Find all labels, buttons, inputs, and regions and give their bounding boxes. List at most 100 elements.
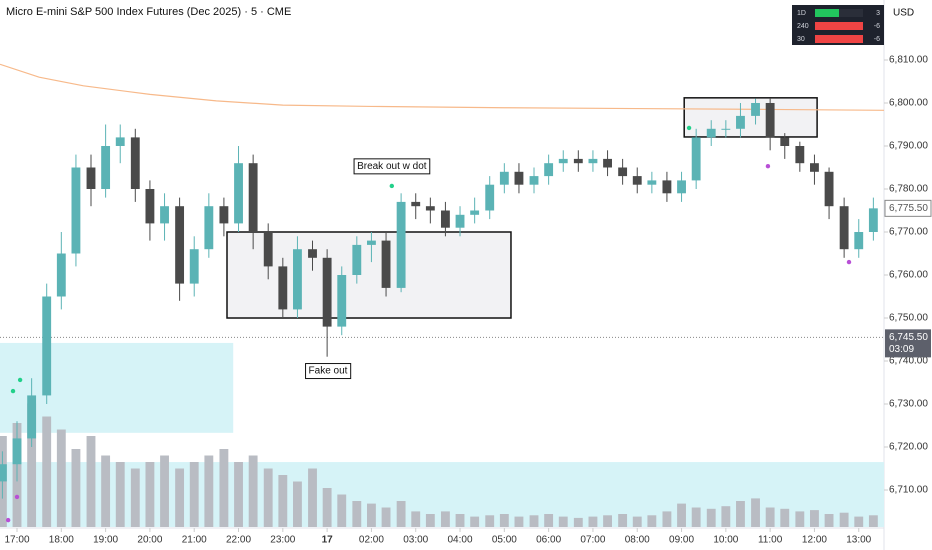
x-tick-label: 21:00: [182, 535, 207, 546]
candle-body: [219, 206, 229, 224]
candle-body: [145, 188, 155, 224]
candle-body: [780, 137, 790, 146]
x-tick-label: 22:00: [226, 535, 251, 546]
annotation-frame: [305, 363, 352, 380]
volume-bar: [795, 511, 805, 527]
volume-bar: [366, 503, 376, 527]
widget-value: -6: [874, 23, 880, 30]
candle-body: [115, 137, 125, 146]
candle-body: [751, 102, 760, 116]
candle-body: [544, 163, 554, 177]
signal-dot: [5, 517, 11, 523]
volume-bar: [248, 455, 258, 527]
candle-body: [263, 232, 273, 267]
x-tick-label: 19:00: [93, 535, 118, 546]
candle-body: [175, 206, 185, 284]
x-tick-label: 09:00: [669, 535, 694, 546]
volume-bar: [647, 515, 657, 527]
volume-bar: [677, 503, 686, 527]
y-tick-label: 6,810.00: [889, 55, 928, 66]
volume-bar: [751, 498, 760, 527]
currency: USD: [893, 8, 914, 19]
volume-bar: [219, 449, 229, 527]
candle-body: [691, 137, 701, 181]
widget-bar: [815, 35, 863, 43]
candle-body: [293, 249, 302, 310]
volume-bar: [263, 468, 273, 527]
candle-body: [12, 438, 22, 465]
candle-body: [189, 249, 199, 284]
volume-bar: [588, 516, 598, 527]
x-tick-label: 04:00: [448, 535, 473, 546]
candle-body: [130, 137, 140, 189]
candle-body: [588, 158, 598, 164]
candle-body: [337, 275, 347, 327]
y-tick-label: 6,740.00: [889, 356, 928, 367]
volume-bar: [130, 468, 140, 527]
price-tag-label: 6,775.50: [889, 203, 928, 214]
x-tick-label: 11:00: [758, 535, 783, 546]
y-tick-label: 6,730.00: [889, 399, 928, 410]
annotation-box: [683, 97, 818, 138]
x-tick-label: 06:00: [536, 535, 561, 546]
candle-body: [56, 253, 66, 297]
signal-dot: [14, 494, 20, 500]
candle-body: [470, 210, 480, 215]
widget-label: 30: [797, 36, 805, 43]
x-tick-label: 12:00: [802, 535, 827, 546]
volume-bar: [381, 507, 391, 527]
volume-bar: [632, 516, 642, 527]
candle-body: [854, 232, 864, 250]
volume-bar: [868, 515, 878, 527]
volume-bar: [425, 514, 435, 527]
volume-bar: [499, 514, 509, 527]
x-tick-label: 20:00: [137, 535, 162, 546]
y-tick-label: 6,720.00: [889, 442, 928, 453]
candle-body: [27, 395, 37, 439]
candle-body: [736, 115, 745, 129]
volume-bar: [411, 511, 421, 527]
y-tick-label: 6,800.00: [889, 98, 928, 109]
volume-bar: [780, 508, 790, 527]
volume-bar: [810, 510, 819, 527]
candle-body: [647, 180, 657, 185]
signal-dot: [686, 125, 692, 131]
volume-bar: [603, 515, 612, 527]
volume-bar: [721, 506, 731, 527]
moving-average: [0, 63, 885, 111]
x-tick-label: 13:00: [846, 535, 871, 546]
signal-dot: [10, 388, 16, 394]
volume-bar: [278, 475, 288, 527]
candle-body: [440, 210, 450, 228]
candle-body: [101, 145, 111, 189]
volume-bar: [736, 501, 745, 527]
candle-body: [381, 240, 391, 288]
volume-bar: [160, 455, 169, 527]
widget-label: 240: [797, 23, 809, 30]
candle-body: [603, 158, 612, 168]
x-tick-label: 18:00: [49, 535, 74, 546]
widget-label: 1D: [797, 10, 806, 17]
volume-bar: [71, 449, 81, 527]
widget-bar: [815, 22, 863, 30]
candle-body: [824, 171, 834, 207]
candle-body: [632, 176, 642, 185]
candle-body: [529, 176, 539, 185]
candle-body: [160, 206, 169, 224]
signal-dot: [389, 183, 395, 189]
annotation-frame: [353, 158, 431, 175]
volume-bar: [618, 514, 628, 527]
candle-body: [558, 158, 568, 164]
candle-body: [485, 184, 495, 211]
candle-body: [308, 249, 317, 258]
candle-body: [42, 296, 52, 396]
volume-bar: [115, 462, 125, 527]
volume-bar: [440, 511, 450, 527]
price-tag: [884, 199, 932, 217]
x-tick-label: 05:00: [492, 535, 517, 546]
volume-bar: [308, 468, 317, 527]
y-tick-label: 6,780.00: [889, 184, 928, 195]
candle-body: [514, 171, 524, 185]
candle-body: [71, 167, 81, 254]
